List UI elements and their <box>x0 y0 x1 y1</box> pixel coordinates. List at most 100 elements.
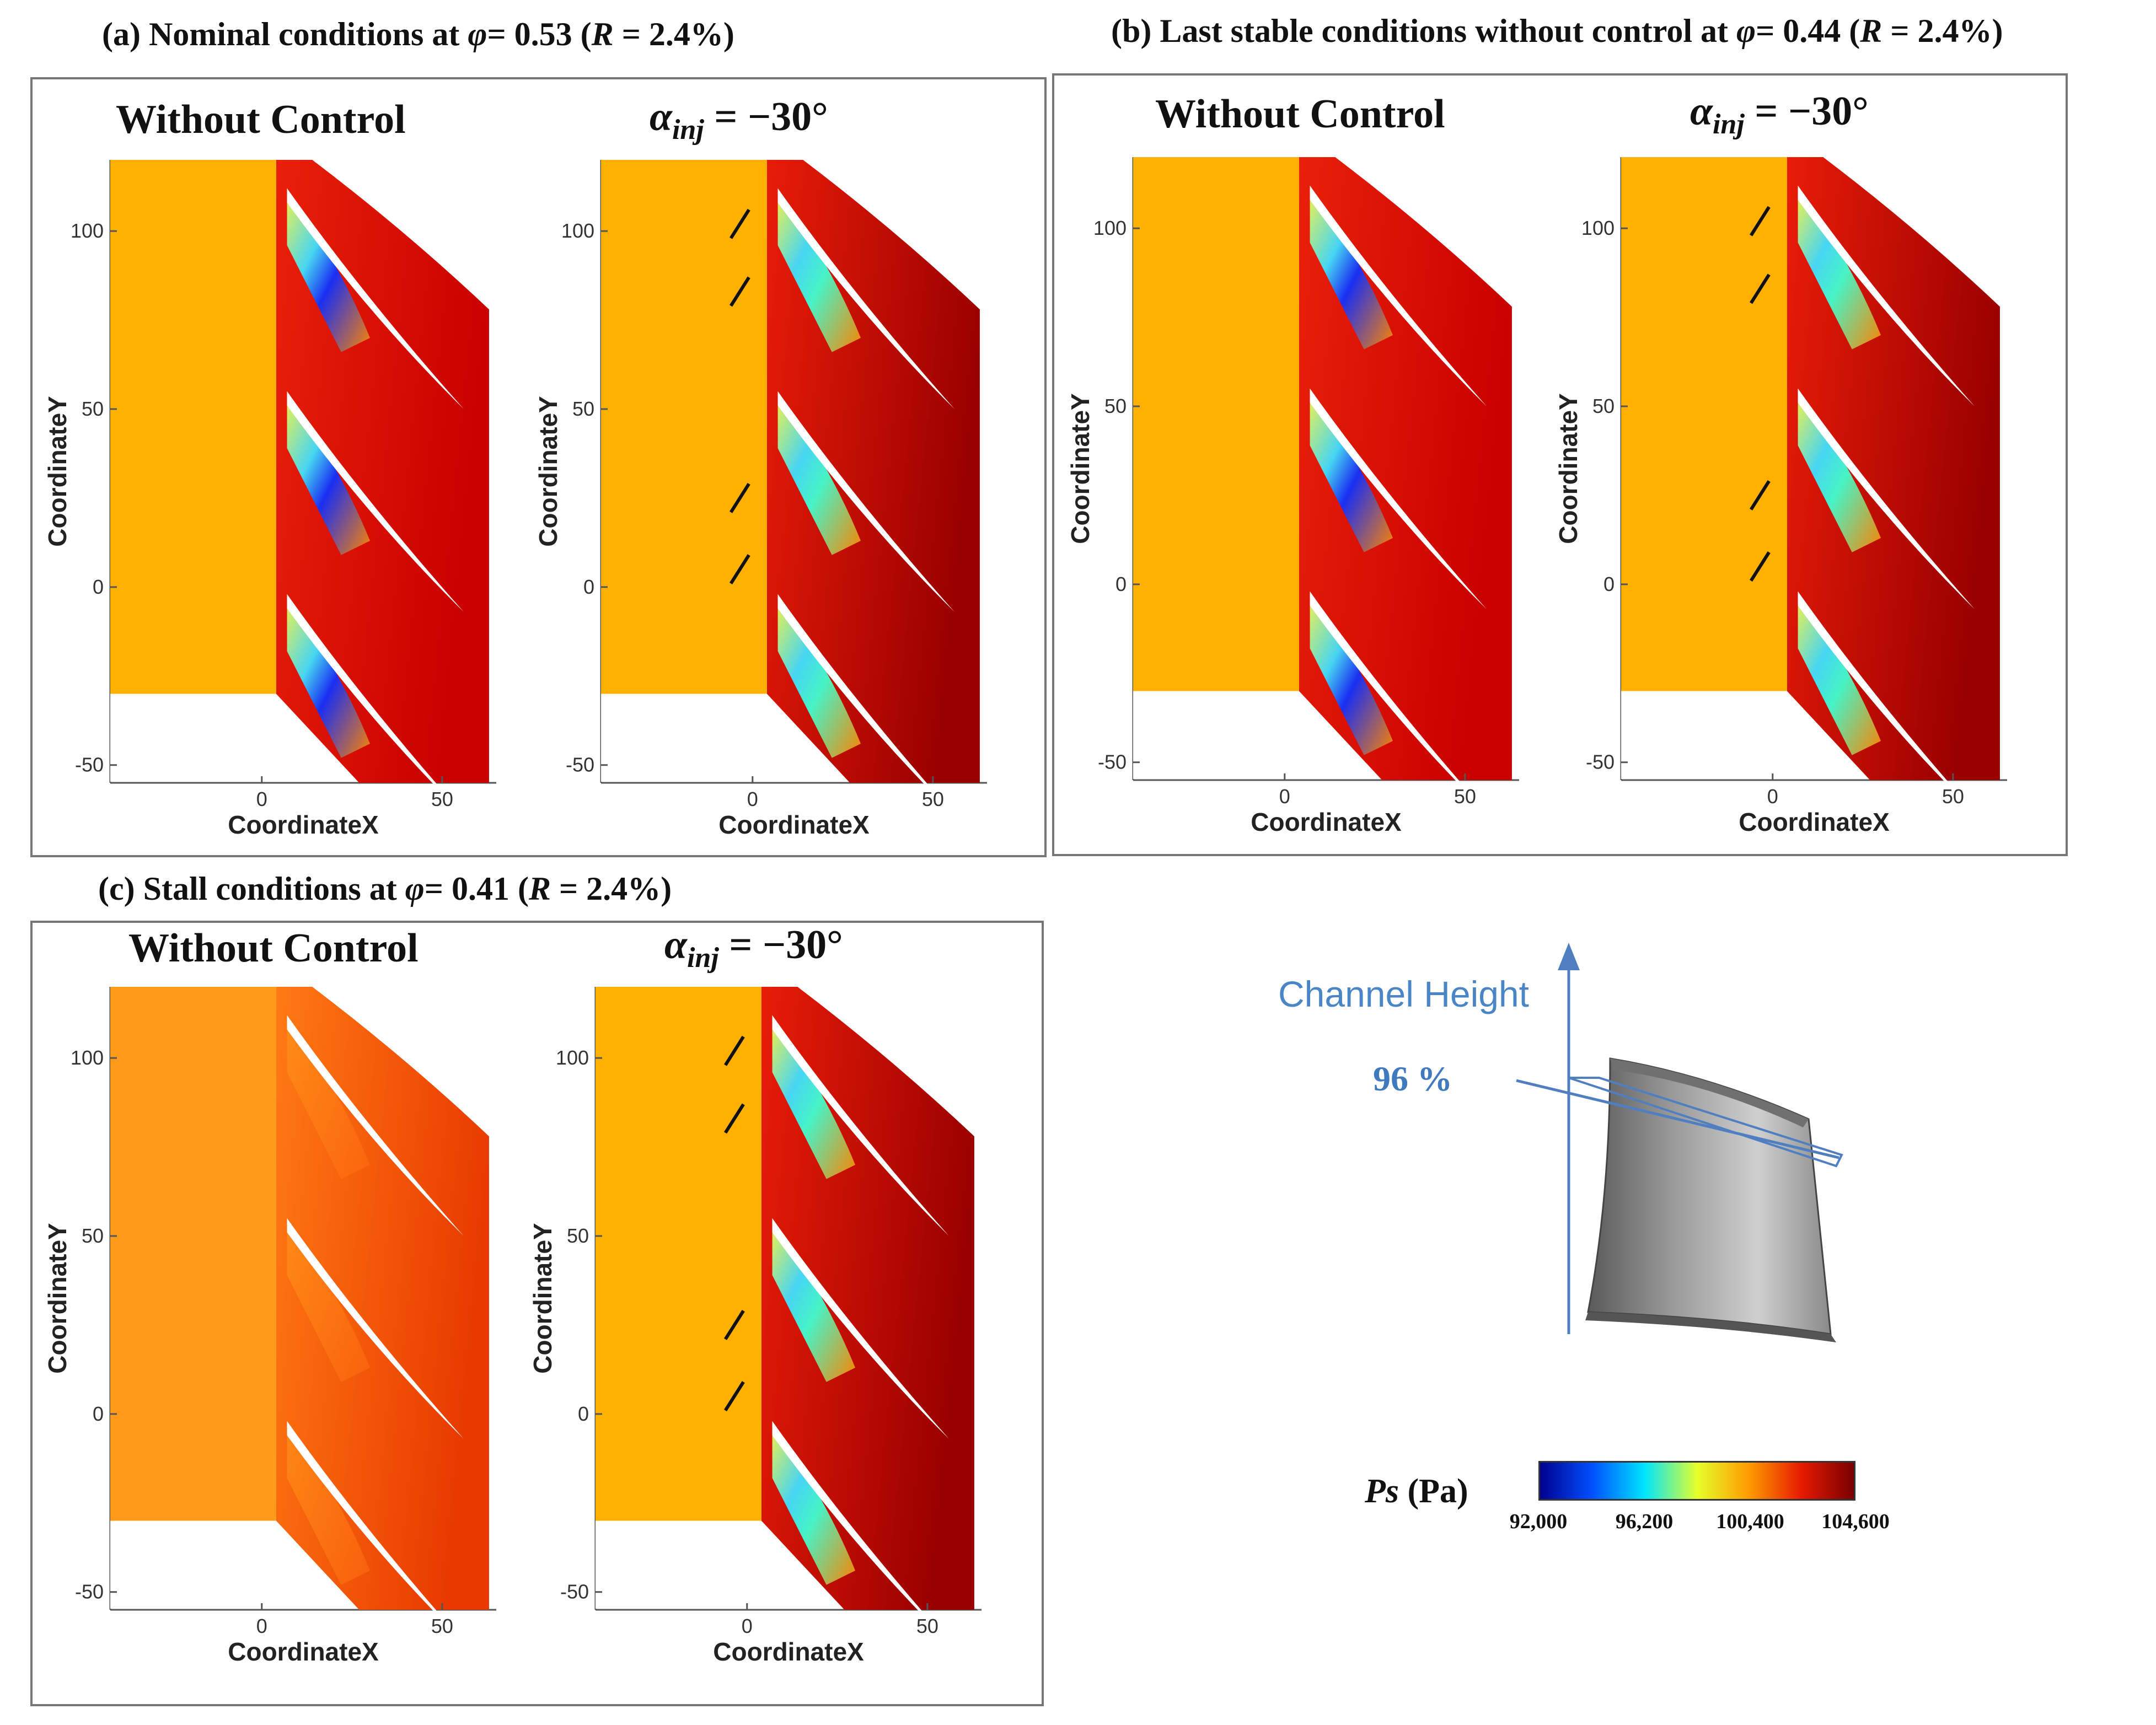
injector-slot <box>723 1035 745 1066</box>
injector-slot <box>729 276 750 307</box>
y-tick-label: 0 <box>583 576 594 598</box>
x-tick-label: 0 <box>256 788 267 810</box>
panel-b-right-title: αinj = −30° <box>1690 89 1869 140</box>
y-tick-label: 50 <box>82 1224 104 1247</box>
caption-c: (c) Stall conditions at φ= 0.41 (R = 2.4… <box>98 870 672 907</box>
y-axis-label: CoordinateY <box>44 396 72 546</box>
y-tick-label: 100 <box>1093 217 1127 239</box>
injector-slot <box>729 482 750 513</box>
x-axis-label: CoordinateX <box>718 810 870 838</box>
injector-slot <box>723 1381 745 1412</box>
y-tick-label: 50 <box>82 397 104 420</box>
x-tick-label: 0 <box>256 1615 267 1637</box>
y-tick-label: 100 <box>556 1046 589 1069</box>
inlet-region <box>596 987 761 1521</box>
x-axis-label: CoordinateX <box>1251 808 1402 835</box>
empty-region <box>601 694 767 782</box>
inlet-region <box>1621 157 1787 691</box>
empty-region <box>110 1520 276 1609</box>
y-axis-label: CoordinateY <box>1555 393 1583 544</box>
panel-a-right-title: αinj = −30° <box>650 94 828 146</box>
colorbar-tick: 100,400 <box>1716 1510 1784 1533</box>
caption-a: (a) Nominal conditions at φ= 0.53 (R = 2… <box>102 16 734 52</box>
y-tick-label: -50 <box>75 1581 104 1603</box>
arrow-head-icon <box>1558 943 1580 970</box>
x-tick-label: 50 <box>431 1615 453 1637</box>
empty-region <box>110 694 276 782</box>
section-plane <box>1568 1077 1843 1168</box>
injector-slot <box>723 1309 745 1340</box>
injector-slot <box>723 1103 745 1134</box>
y-tick-label: 100 <box>561 219 594 242</box>
y-tick-label: 50 <box>1104 395 1127 417</box>
contour-plot: 0 50 100 50 0 -50 CoordinateX CoordinateY <box>44 987 496 1665</box>
contour-plot: 0 50 100 50 0 -50 CoordinateX CoordinateY <box>44 160 496 838</box>
injector-slot <box>1749 480 1771 510</box>
x-tick-label: 50 <box>1454 785 1476 808</box>
x-tick-label: 0 <box>1279 785 1290 808</box>
inlet-region <box>110 160 276 694</box>
colorbar-tick: 96,200 <box>1615 1510 1674 1533</box>
colorbar-tick: 104,600 <box>1821 1510 1890 1533</box>
y-tick-label: 100 <box>1581 217 1615 239</box>
y-tick-label: 50 <box>572 397 594 420</box>
colorbar-strip <box>1538 1461 1855 1501</box>
injector-slot <box>729 554 750 585</box>
x-tick-label: 50 <box>916 1615 938 1637</box>
x-tick-label: 0 <box>747 788 758 810</box>
x-axis-label: CoordinateX <box>228 1637 379 1665</box>
inlet-region <box>601 160 767 694</box>
blade-inset <box>1516 943 1843 1342</box>
x-tick-label: 0 <box>742 1615 753 1637</box>
x-tick-label: 50 <box>1942 785 1964 808</box>
height-marker-label: 96 % <box>1373 1059 1452 1098</box>
panel-b-left-title: Without Control <box>1155 92 1445 137</box>
y-tick-label: 50 <box>567 1224 589 1247</box>
colorbar-tick: 92,000 <box>1509 1510 1568 1533</box>
y-tick-label: 50 <box>1592 395 1615 417</box>
injector-slot <box>729 208 750 239</box>
empty-region <box>1133 691 1299 779</box>
contour-plot: 0 50 100 50 0 -50 CoordinateX CoordinateY <box>1555 157 2007 835</box>
blade-shape <box>1585 1057 1836 1342</box>
inlet-region <box>110 987 276 1521</box>
x-tick-label: 50 <box>431 788 453 810</box>
y-axis-label: CoordinateY <box>44 1223 72 1373</box>
y-tick-label: 100 <box>71 1046 104 1069</box>
empty-region <box>1621 691 1787 779</box>
contour-plot: 0 50 100 50 0 -50 CoordinateX CoordinateY <box>535 160 987 838</box>
y-tick-label: -50 <box>75 754 104 776</box>
panel-c-right-title: αinj = −30° <box>664 922 843 974</box>
empty-region <box>596 1520 761 1609</box>
section-line <box>1516 1079 1839 1159</box>
y-tick-label: 0 <box>93 1402 104 1425</box>
panel-a-left-title: Without Control <box>116 97 406 142</box>
caption-b: (b) Last stable conditions without contr… <box>1111 13 2003 49</box>
x-axis-label: CoordinateX <box>1739 808 1890 835</box>
x-tick-label: 0 <box>1767 785 1778 808</box>
x-tick-label: 50 <box>922 788 944 810</box>
injector-slot <box>1749 551 1771 582</box>
contour-plot: 0 50 100 50 0 -50 CoordinateX CoordinateY <box>1067 157 1519 835</box>
y-tick-label: 0 <box>1603 573 1615 595</box>
contour-plot: 0 50 100 50 0 -50 CoordinateX CoordinateY <box>529 987 982 1665</box>
y-axis-label: CoordinateY <box>535 396 562 546</box>
x-axis-label: CoordinateX <box>713 1637 864 1665</box>
y-tick-label: -50 <box>560 1581 589 1603</box>
y-tick-label: 0 <box>578 1402 589 1425</box>
injector-slot <box>1749 206 1771 237</box>
x-axis-label: CoordinateX <box>228 810 379 838</box>
y-tick-label: 0 <box>93 576 104 598</box>
y-axis-label: CoordinateY <box>1067 393 1095 544</box>
y-tick-label: -50 <box>1098 751 1127 773</box>
y-tick-label: 100 <box>71 219 104 242</box>
y-tick-label: -50 <box>1586 751 1615 773</box>
colorbar-title: Ps (Pa) <box>1365 1473 1468 1510</box>
inlet-region <box>1133 157 1299 691</box>
injector-slot <box>1749 273 1771 304</box>
panel-c-left-title: Without Control <box>128 926 419 971</box>
y-axis-label: CoordinateY <box>529 1223 557 1373</box>
y-tick-label: -50 <box>566 754 594 776</box>
channel-height-label: Channel Height <box>1278 974 1529 1014</box>
y-tick-label: 0 <box>1115 573 1127 595</box>
